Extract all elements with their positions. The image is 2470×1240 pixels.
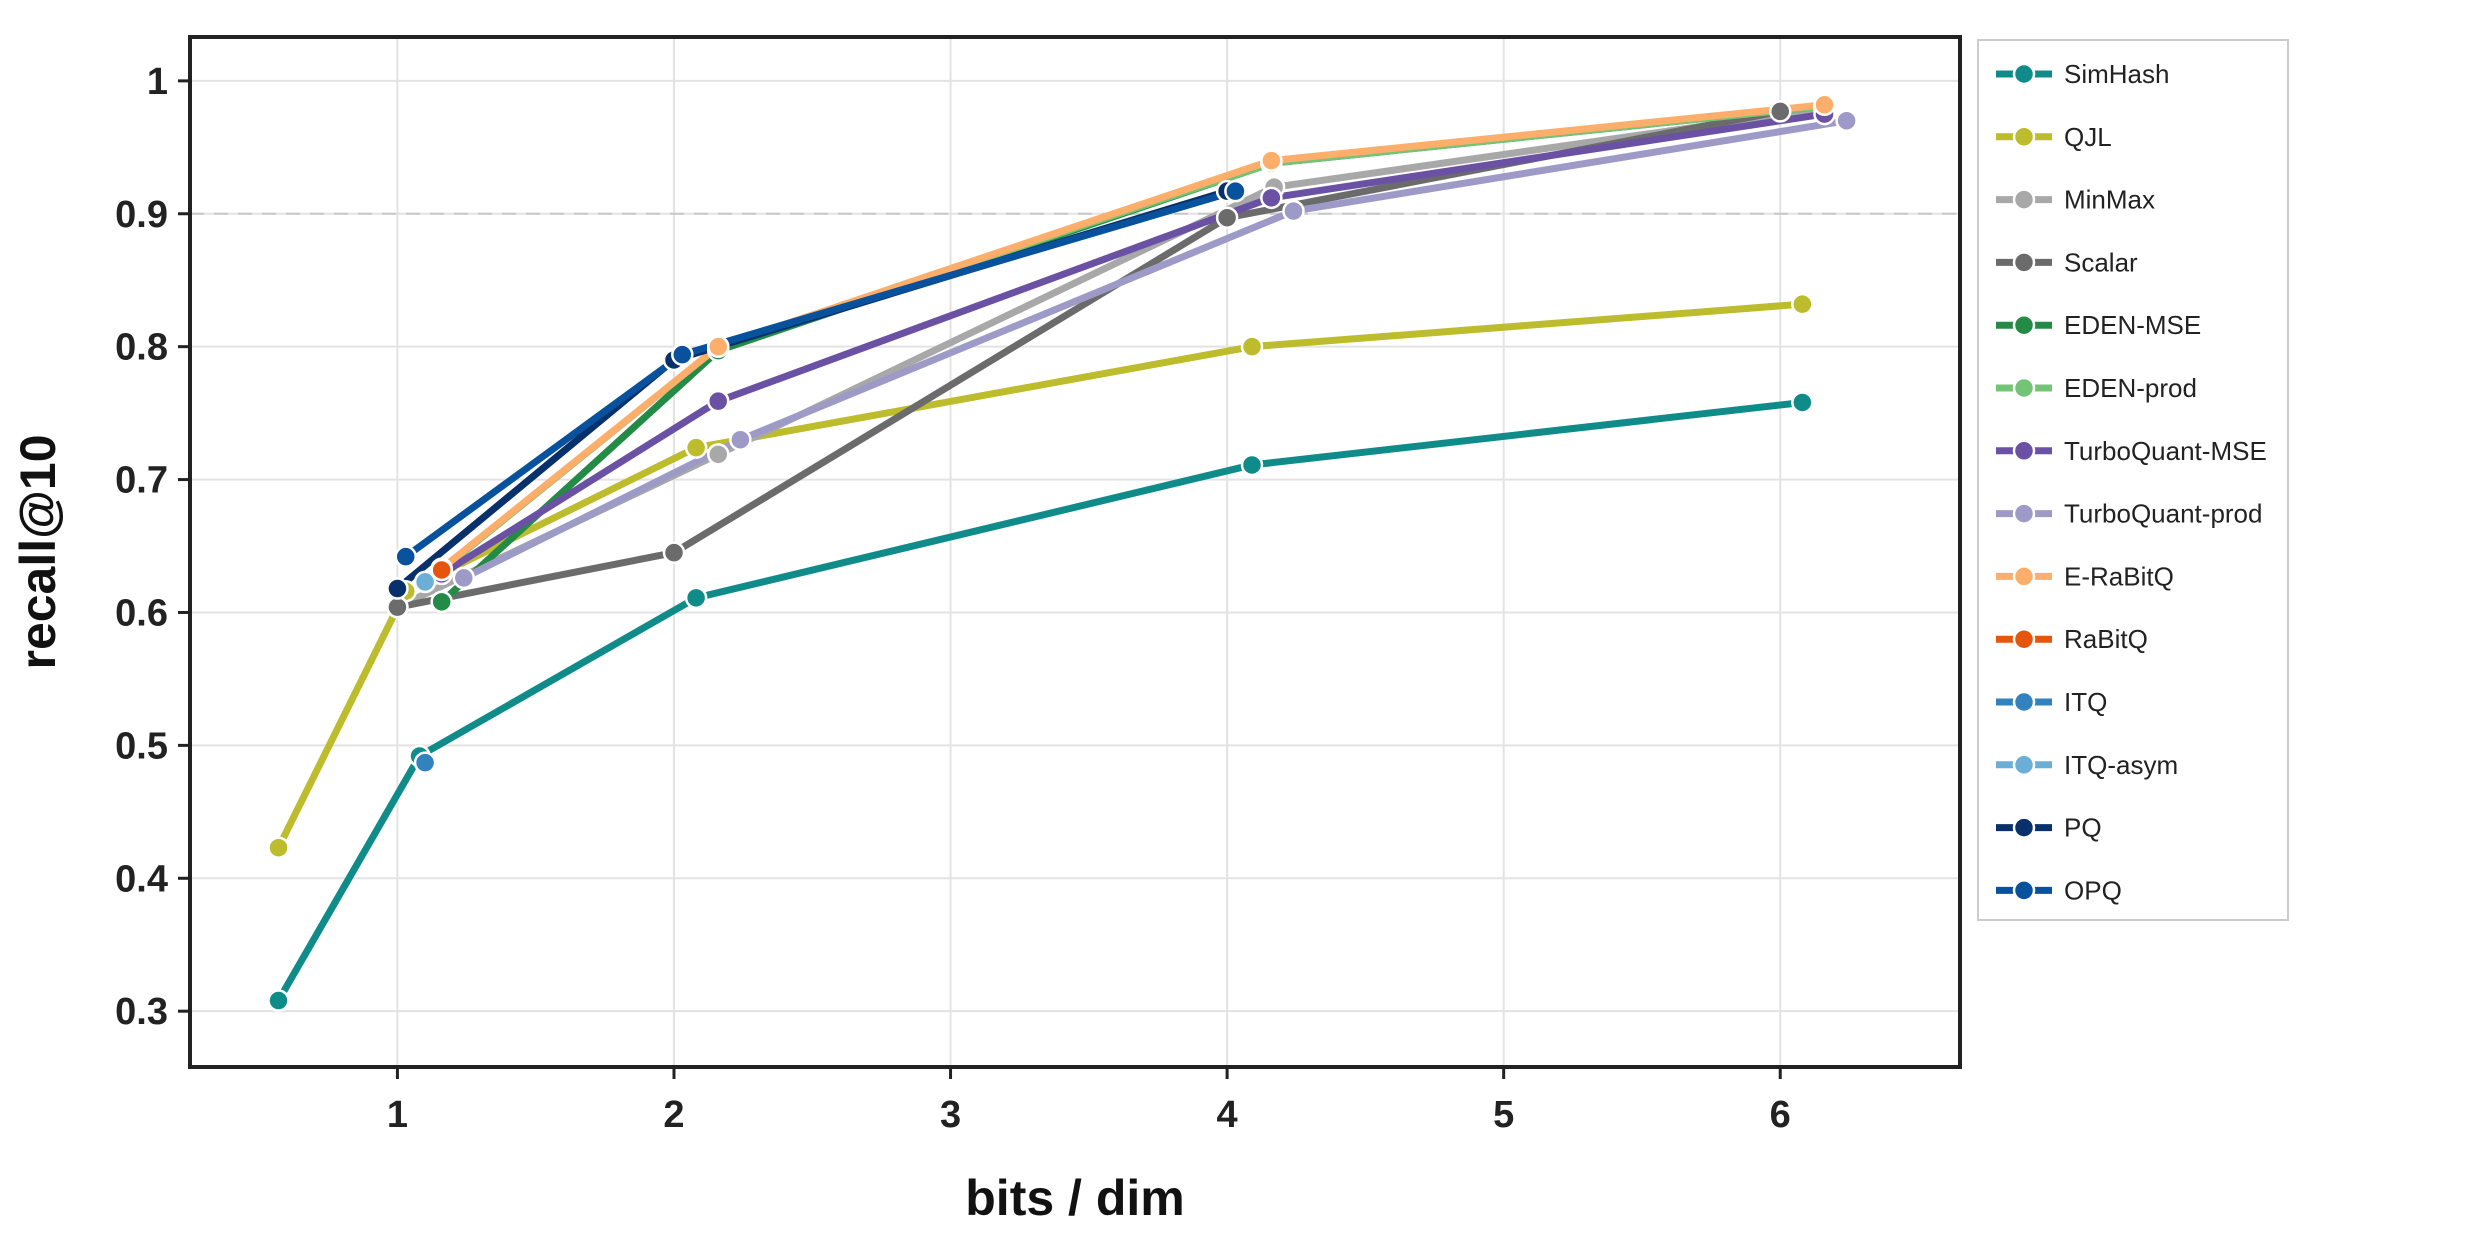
legend-label-pq: PQ — [2064, 813, 2102, 843]
point-itq-0 — [413, 751, 437, 774]
point-itq-asym-0 — [413, 570, 437, 594]
legend-marker-turboquant-prod — [2012, 502, 2036, 525]
legend-marker-minmax — [2012, 188, 2036, 211]
point-scalar-2 — [1215, 206, 1239, 229]
series-line-e-rabitq — [438, 101, 1828, 573]
point-simhash-4 — [1791, 391, 1814, 414]
legend-label-eden-prod: EDEN-prod — [2064, 373, 2197, 403]
series-line-minmax — [393, 105, 1828, 611]
series-line-turboquant-mse — [438, 110, 1828, 578]
legend-label-qjl: QJL — [2064, 122, 2112, 152]
point-simhash-0 — [267, 989, 290, 1012]
point-e-rabitq-2 — [1260, 149, 1283, 172]
gridlines — [190, 37, 1960, 1067]
point-rabitq-0 — [430, 558, 453, 582]
series-line-eden-prod — [438, 102, 1828, 574]
y-tick-label-0.9: 0.9 — [115, 194, 168, 236]
point-simhash-3 — [1240, 453, 1264, 477]
point-scalar-3 — [1768, 100, 1792, 123]
y-axis-title: recall@10 — [10, 434, 66, 669]
point-pq-0 — [386, 577, 409, 600]
legend-marker-e-rabitq — [2012, 565, 2036, 588]
series-line-eden-mse — [438, 102, 1828, 606]
series-line-turboquant-prod — [460, 117, 1851, 582]
point-turboquant-prod-3 — [1835, 109, 1858, 132]
y-tick-label-0.5: 0.5 — [115, 725, 168, 767]
legend-label-minmax: MinMax — [2064, 185, 2155, 215]
point-simhash-2 — [684, 586, 708, 610]
point-opq-1 — [671, 343, 694, 366]
y-tick-label-0.4: 0.4 — [115, 858, 168, 900]
plot-frame — [188, 35, 1962, 1069]
x-tick-label-3: 3 — [940, 1094, 961, 1136]
legend-label-e-rabitq: E-RaBitQ — [2064, 561, 2174, 591]
y-tick-label-0.6: 0.6 — [115, 592, 168, 634]
legend-marker-eden-prod — [2012, 376, 2036, 400]
point-scalar-1 — [662, 541, 686, 564]
legend-marker-simhash — [2012, 62, 2036, 86]
x-tick-label-6: 6 — [1770, 1094, 1791, 1136]
legend-marker-opq — [2012, 879, 2036, 902]
point-turboquant-mse-1 — [706, 389, 730, 413]
legend-label-itq: ITQ — [2064, 687, 2107, 717]
y-tick-label-0.3: 0.3 — [115, 991, 168, 1033]
legend-marker-turboquant-mse — [2012, 439, 2036, 463]
point-qjl-2 — [684, 436, 708, 459]
point-eden-mse-0 — [430, 590, 453, 614]
legend-label-rabitq: RaBitQ — [2064, 624, 2148, 654]
legend-label-simhash: SimHash — [2064, 59, 2169, 89]
point-scalar-0 — [386, 595, 409, 619]
point-turboquant-mse-2 — [1260, 186, 1283, 210]
point-qjl-4 — [1791, 292, 1814, 316]
legend-marker-itq — [2012, 690, 2036, 714]
legend-marker-rabitq — [2012, 627, 2036, 651]
legend-label-eden-mse: EDEN-MSE — [2064, 310, 2201, 340]
legend-label-turboquant-mse: TurboQuant-MSE — [2064, 436, 2267, 466]
x-tick-label-4: 4 — [1217, 1094, 1238, 1136]
legend-label-itq-asym: ITQ-asym — [2064, 750, 2178, 780]
legend-marker-scalar — [2012, 251, 2036, 274]
point-turboquant-prod-2 — [1282, 199, 1305, 223]
series-markers — [267, 93, 1858, 1012]
legend-marker-pq — [2012, 816, 2036, 839]
x-tick-label-5: 5 — [1493, 1094, 1514, 1136]
y-tick-label-0.8: 0.8 — [115, 327, 168, 369]
series-line-scalar — [393, 107, 1784, 611]
series-line-simhash — [275, 398, 1806, 1005]
x-tick-label-1: 1 — [387, 1094, 408, 1136]
legend-marker-itq-asym — [2012, 753, 2036, 777]
point-turboquant-prod-0 — [452, 566, 476, 590]
legend-frame — [1977, 39, 2289, 921]
legend-marker-eden-mse — [2012, 313, 2036, 337]
legend-label-opq: OPQ — [2064, 875, 2122, 905]
point-turboquant-prod-1 — [729, 428, 752, 451]
point-opq-0 — [394, 545, 417, 568]
point-qjl-0 — [267, 836, 290, 859]
legend-marker-qjl — [2012, 125, 2036, 149]
series-lines — [275, 101, 1851, 1005]
legend-label-turboquant-prod: TurboQuant-prod — [2064, 499, 2262, 529]
x-ticks: 1 2 3 4 5 6 — [387, 1067, 1791, 1136]
series-line-qjl — [275, 300, 1806, 852]
y-ticks: 0.3 0.4 0.5 0.6 0.7 0.8 0.9 1 — [115, 61, 190, 1033]
point-e-rabitq-3 — [1813, 93, 1836, 117]
point-qjl-3 — [1240, 335, 1264, 358]
x-axis-title: bits / dim — [965, 1170, 1184, 1226]
legend-label-scalar: Scalar — [2064, 247, 2138, 277]
y-tick-label-0.7: 0.7 — [115, 460, 168, 502]
point-e-rabitq-1 — [706, 335, 730, 358]
x-tick-label-2: 2 — [663, 1094, 684, 1136]
legend: SimHash QJL MinMax Scalar EDEN-MSE EDEN-prod T… — [1977, 39, 2289, 921]
point-opq-2 — [1224, 179, 1247, 203]
point-minmax-1 — [706, 443, 730, 466]
y-tick-label-1: 1 — [147, 61, 168, 103]
